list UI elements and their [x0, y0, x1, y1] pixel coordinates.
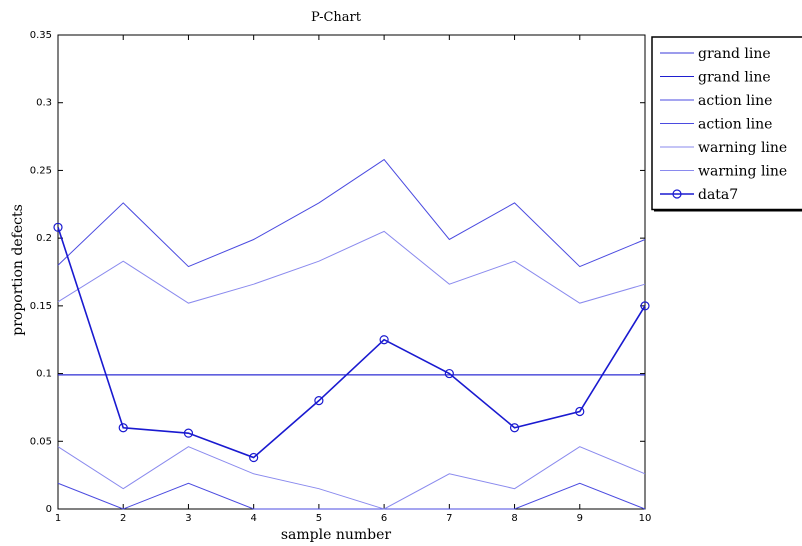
data7-point [509, 423, 520, 433]
data7-point [53, 222, 63, 232]
x-tick-label: 1 [55, 513, 61, 524]
series-markers [53, 222, 650, 463]
x-tick-label: 8 [511, 513, 517, 524]
legend-label: action line [698, 93, 772, 109]
data7-point [314, 396, 324, 406]
y-tick-label: 0 [46, 504, 52, 515]
y-tick-label: 0.15 [30, 301, 52, 312]
x-tick-label: 2 [120, 513, 126, 524]
legend: grand line grand line action line action li… [651, 36, 802, 212]
x-tick-label: 6 [381, 513, 387, 524]
legend-label: data7 [698, 187, 738, 203]
series-line-3 [57, 158, 646, 268]
data7-point [575, 406, 585, 417]
legend-label: grand line [698, 46, 771, 62]
y-tick-label: 0.25 [30, 165, 52, 176]
y-tick-label: 0.05 [30, 436, 52, 447]
plot-area [57, 34, 646, 510]
series-line-5 [57, 230, 646, 304]
y-tick-label: 0.1 [36, 369, 52, 380]
series-line-4 [57, 482, 646, 510]
data7-point [444, 368, 454, 379]
data7-point [183, 428, 194, 438]
data7-point [640, 301, 650, 311]
y-tick-label: 0.35 [30, 30, 52, 41]
series-lines [57, 158, 646, 510]
y-axis-label: proportion defects [10, 204, 26, 336]
x-tick-label: 5 [316, 513, 322, 524]
y-tick-label: 0.2 [36, 233, 52, 244]
x-tick-label: 9 [577, 513, 583, 524]
data7-point [118, 423, 128, 433]
series-line-6 [57, 446, 646, 510]
legend-label: warning line [698, 140, 787, 156]
legend-marker [672, 189, 682, 199]
legend-label: warning line [698, 164, 787, 180]
x-axis-label: sample number [281, 527, 392, 543]
chart-title: P-Chart [311, 10, 362, 25]
legend-label: grand line [698, 70, 771, 86]
data7-point [249, 452, 259, 463]
axis-ticks: 1 2 3 4 5 6 7 8 9 10 0 0.05 0.1 0.15 0.2 0.25 0.3 0.35 [30, 30, 652, 524]
data7-point [379, 335, 389, 345]
y-tick-label: 0.3 [36, 98, 52, 109]
x-tick-label: 7 [446, 513, 452, 524]
x-tick-label: 10 [639, 513, 652, 524]
legend-label: action line [698, 117, 772, 133]
x-tick-label: 3 [185, 513, 191, 524]
series-line-7 [57, 227, 646, 459]
x-tick-label: 4 [250, 513, 256, 524]
